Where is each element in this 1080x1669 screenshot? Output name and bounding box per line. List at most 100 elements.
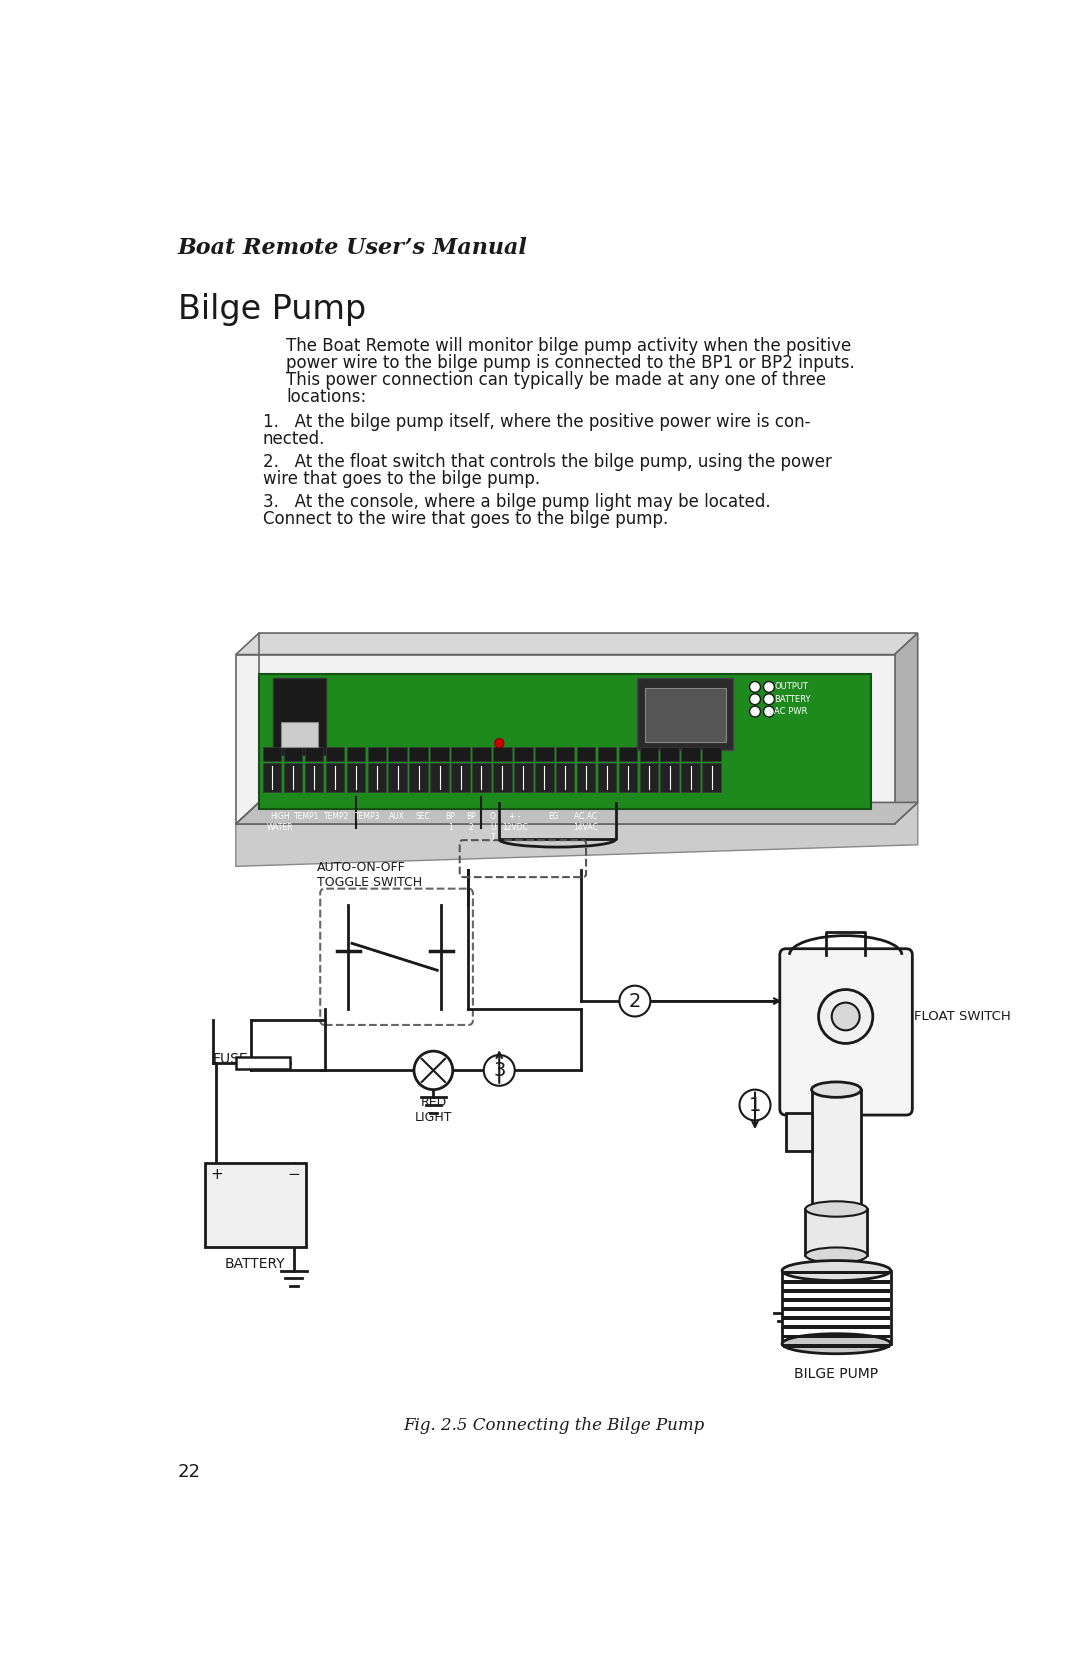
Text: BATTERY: BATTERY — [774, 694, 811, 704]
Text: This power connection can typically be made at any one of three: This power connection can typically be m… — [286, 371, 826, 389]
Circle shape — [764, 706, 774, 718]
Text: AC AC
14VAC: AC AC 14VAC — [573, 813, 598, 831]
FancyBboxPatch shape — [783, 1344, 890, 1347]
FancyBboxPatch shape — [326, 763, 345, 793]
Text: RED
LIGHT: RED LIGHT — [415, 1097, 453, 1123]
Circle shape — [750, 681, 760, 693]
Circle shape — [764, 681, 774, 693]
Text: TEMP2: TEMP2 — [324, 813, 349, 821]
FancyBboxPatch shape — [639, 763, 658, 793]
FancyBboxPatch shape — [389, 748, 407, 761]
Circle shape — [484, 1055, 515, 1087]
FancyBboxPatch shape — [514, 748, 532, 761]
FancyBboxPatch shape — [661, 748, 679, 761]
Ellipse shape — [806, 1247, 867, 1263]
FancyBboxPatch shape — [305, 763, 323, 793]
FancyBboxPatch shape — [262, 763, 282, 793]
FancyBboxPatch shape — [367, 748, 387, 761]
FancyBboxPatch shape — [535, 763, 554, 793]
Text: BP
1: BP 1 — [446, 813, 456, 831]
FancyBboxPatch shape — [451, 763, 470, 793]
FancyBboxPatch shape — [780, 948, 913, 1115]
Text: EG: EG — [549, 813, 558, 821]
FancyBboxPatch shape — [702, 748, 721, 761]
Text: locations:: locations: — [286, 389, 366, 406]
FancyBboxPatch shape — [347, 748, 365, 761]
Ellipse shape — [806, 1202, 867, 1217]
Polygon shape — [235, 803, 918, 866]
FancyBboxPatch shape — [597, 763, 617, 793]
Circle shape — [750, 694, 760, 704]
FancyBboxPatch shape — [556, 763, 575, 793]
Text: HIGH
WATER: HIGH WATER — [267, 813, 293, 831]
FancyBboxPatch shape — [472, 763, 490, 793]
FancyBboxPatch shape — [409, 748, 428, 761]
FancyBboxPatch shape — [597, 748, 617, 761]
Text: Bilge Pump: Bilge Pump — [177, 292, 366, 325]
Text: AUTO-ON-OFF
TOGGLE SWITCH: AUTO-ON-OFF TOGGLE SWITCH — [318, 861, 422, 890]
Ellipse shape — [782, 1334, 891, 1354]
Text: 1.   At the bilge pump itself, where the positive power wire is con-: 1. At the bilge pump itself, where the p… — [262, 412, 810, 431]
Text: The Boat Remote will monitor bilge pump activity when the positive: The Boat Remote will monitor bilge pump … — [286, 337, 851, 355]
Circle shape — [414, 1051, 453, 1090]
Ellipse shape — [811, 1082, 861, 1097]
Text: 3: 3 — [494, 1061, 505, 1080]
Circle shape — [764, 694, 774, 704]
FancyBboxPatch shape — [577, 748, 595, 761]
FancyBboxPatch shape — [661, 763, 679, 793]
FancyBboxPatch shape — [806, 1208, 867, 1255]
Circle shape — [819, 990, 873, 1043]
FancyBboxPatch shape — [284, 763, 302, 793]
Text: TEMP3: TEMP3 — [354, 813, 380, 821]
Circle shape — [619, 986, 650, 1016]
Text: OUTPUT: OUTPUT — [774, 683, 808, 691]
FancyBboxPatch shape — [577, 763, 595, 793]
Text: +: + — [210, 1167, 222, 1182]
Circle shape — [832, 1003, 860, 1030]
Text: 1: 1 — [748, 1095, 761, 1115]
FancyBboxPatch shape — [326, 748, 345, 761]
FancyBboxPatch shape — [494, 748, 512, 761]
Text: Fig. 2.5 Connecting the Bilge Pump: Fig. 2.5 Connecting the Bilge Pump — [403, 1417, 704, 1434]
FancyBboxPatch shape — [783, 1280, 890, 1283]
FancyBboxPatch shape — [535, 748, 554, 761]
Text: FLOAT SWITCH: FLOAT SWITCH — [914, 1010, 1011, 1023]
Text: Boat Remote User’s Manual: Boat Remote User’s Manual — [177, 237, 527, 259]
Text: BP
2: BP 2 — [467, 813, 476, 831]
FancyBboxPatch shape — [494, 763, 512, 793]
Circle shape — [750, 706, 760, 718]
FancyBboxPatch shape — [783, 1270, 890, 1275]
Text: SEC: SEC — [416, 813, 431, 821]
FancyBboxPatch shape — [645, 688, 726, 743]
Text: + -
12VDC: + - 12VDC — [502, 813, 528, 831]
FancyBboxPatch shape — [783, 1298, 890, 1302]
FancyBboxPatch shape — [389, 763, 407, 793]
FancyBboxPatch shape — [783, 1307, 890, 1312]
FancyBboxPatch shape — [702, 763, 721, 793]
Text: power wire to the bilge pump is connected to the BP1 or BP2 inputs.: power wire to the bilge pump is connecte… — [286, 354, 855, 372]
FancyBboxPatch shape — [409, 763, 428, 793]
FancyBboxPatch shape — [782, 1270, 891, 1344]
Text: 2.   At the float switch that controls the bilge pump, using the power: 2. At the float switch that controls the… — [262, 452, 832, 471]
FancyBboxPatch shape — [430, 763, 449, 793]
Polygon shape — [235, 633, 918, 654]
Text: 2: 2 — [629, 991, 642, 1011]
FancyBboxPatch shape — [367, 763, 387, 793]
Text: nected.: nected. — [262, 429, 325, 447]
FancyBboxPatch shape — [681, 763, 700, 793]
FancyBboxPatch shape — [284, 748, 302, 761]
FancyBboxPatch shape — [235, 1056, 291, 1068]
Text: wire that goes to the bilge pump.: wire that goes to the bilge pump. — [262, 469, 540, 487]
FancyBboxPatch shape — [786, 1113, 811, 1152]
Text: TEMP1: TEMP1 — [295, 813, 320, 821]
FancyBboxPatch shape — [451, 748, 470, 761]
Polygon shape — [235, 803, 918, 824]
Text: FUSE: FUSE — [213, 1051, 248, 1066]
Polygon shape — [894, 633, 918, 824]
FancyBboxPatch shape — [430, 748, 449, 761]
FancyBboxPatch shape — [305, 748, 323, 761]
FancyBboxPatch shape — [619, 763, 637, 793]
Ellipse shape — [782, 1260, 891, 1280]
FancyBboxPatch shape — [639, 748, 658, 761]
Text: 3.   At the console, where a bilge pump light may be located.: 3. At the console, where a bilge pump li… — [262, 492, 770, 511]
